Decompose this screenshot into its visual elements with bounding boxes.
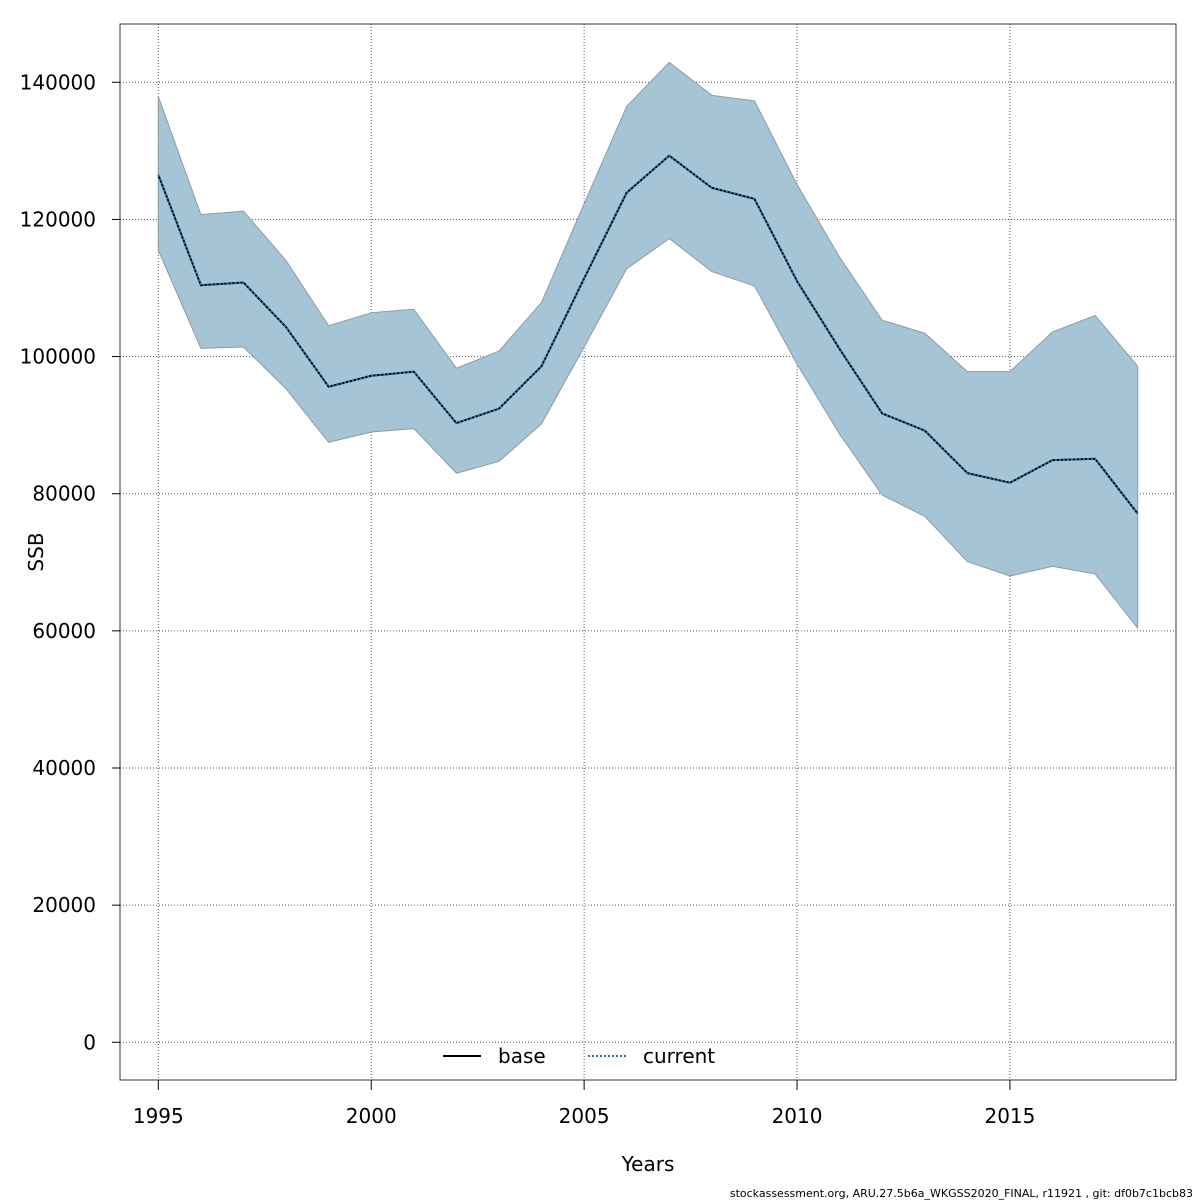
y-tick-label: 40000 [32, 756, 96, 780]
x-tick-label: 2005 [559, 1104, 610, 1128]
confidence-band [157, 61, 1139, 630]
series-lines [157, 154, 1139, 515]
x-axis: 1995 2000 2005 2010 2015 [133, 1080, 1035, 1128]
y-axis: 0 20000 40000 60000 80000 100000 120000 140000 [20, 70, 120, 1054]
footer-credit: stockassessment.org, ARU.27.5b6a_WKGSS20… [730, 1187, 1193, 1200]
x-tick-label: 2015 [984, 1104, 1035, 1128]
legend: base current [443, 1044, 715, 1068]
y-tick-label: 120000 [20, 207, 96, 231]
y-tick-label: 80000 [32, 482, 96, 506]
y-tick-label: 100000 [20, 345, 96, 369]
y-tick-label: 0 [83, 1030, 96, 1054]
y-tick-label: 60000 [32, 619, 96, 643]
legend-label-current: current [643, 1044, 715, 1068]
x-tick-label: 2000 [346, 1104, 397, 1128]
plot-frame [119, 23, 1177, 1081]
x-tick-label: 2010 [772, 1104, 823, 1128]
x-tick-label: 1995 [133, 1104, 184, 1128]
series-line-current [157, 154, 1139, 515]
y-tick-label: 140000 [20, 70, 96, 94]
x-axis-title: Years [621, 1152, 675, 1176]
legend-label-base: base [498, 1044, 546, 1068]
y-tick-label: 20000 [32, 893, 96, 917]
confidence-band-group [157, 61, 1139, 630]
y-axis-title: SSB [24, 532, 48, 571]
